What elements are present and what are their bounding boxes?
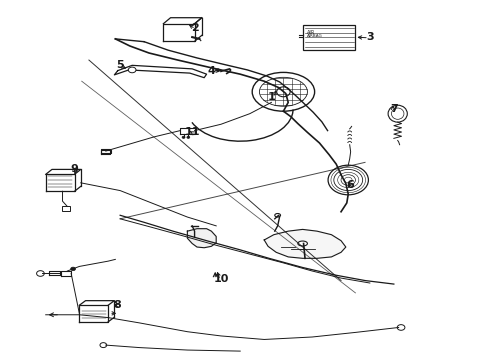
- Text: 3: 3: [366, 32, 374, 42]
- Text: 10: 10: [213, 274, 229, 284]
- Text: 9: 9: [71, 165, 78, 174]
- Text: 2: 2: [191, 23, 198, 33]
- Text: 7: 7: [390, 104, 398, 114]
- Polygon shape: [114, 66, 207, 78]
- Text: 1: 1: [268, 92, 275, 102]
- Text: 4: 4: [207, 66, 215, 76]
- Text: AIR: AIR: [307, 30, 316, 35]
- Polygon shape: [264, 229, 346, 258]
- Circle shape: [182, 136, 185, 138]
- Text: 6: 6: [347, 180, 355, 190]
- Circle shape: [71, 267, 75, 271]
- Text: AIRBAG: AIRBAG: [307, 35, 323, 39]
- Text: 11: 11: [184, 127, 200, 138]
- Text: 8: 8: [114, 300, 122, 310]
- Circle shape: [187, 136, 190, 138]
- Ellipse shape: [298, 241, 307, 246]
- Circle shape: [128, 67, 136, 73]
- Bar: [62, 207, 70, 211]
- Text: 5: 5: [116, 60, 124, 70]
- Polygon shape: [187, 229, 216, 248]
- Bar: [303, 25, 355, 50]
